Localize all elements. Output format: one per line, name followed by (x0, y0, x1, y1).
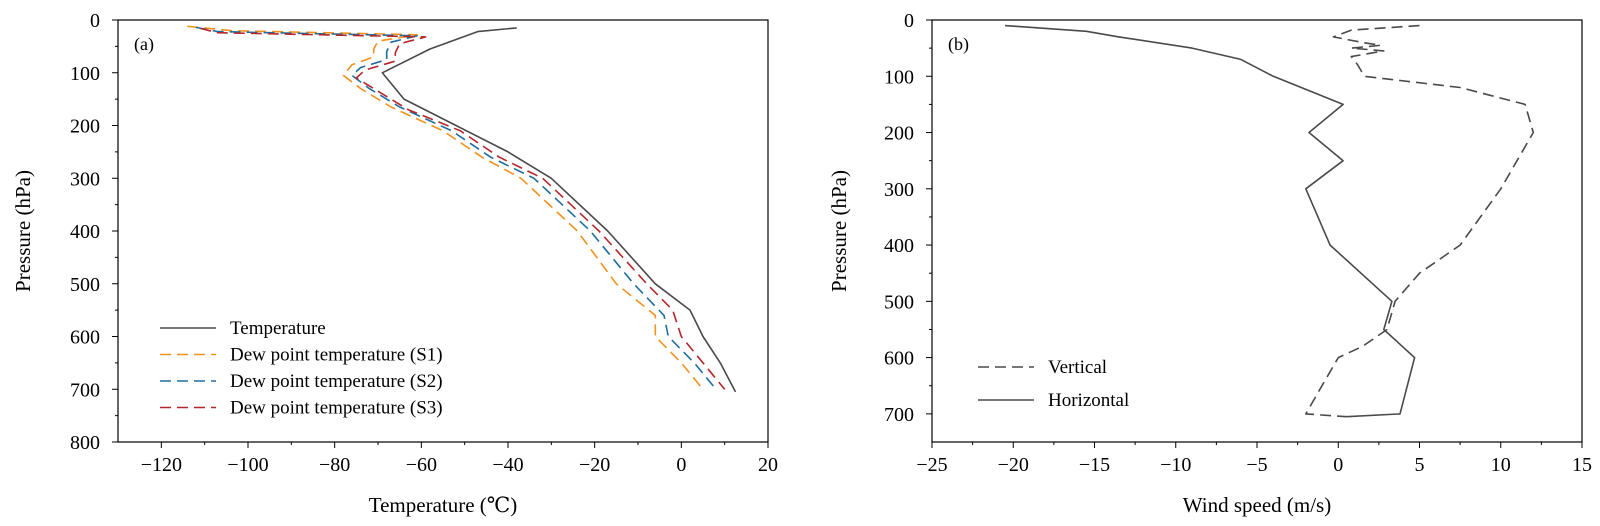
panel-b-legend: Vertical Horizontal (978, 357, 1129, 411)
panel-b-y-ticks: 0 100 200 300 400 500 600 700 (884, 10, 932, 426)
panel-a-x-tick-label: 0 (676, 454, 686, 476)
panel-a-legend-label: Dew point temperature (S1) (230, 345, 443, 366)
panel-b-y-tick-label: 500 (884, 291, 914, 313)
panel-b-x-tick-label: −10 (1160, 454, 1191, 476)
panel-a-series-line-3 (195, 26, 717, 390)
panel-a-y-ticks: 0 100 200 300 400 500 600 700 800 (70, 10, 118, 454)
panel-b-series-line-1 (1305, 24, 1535, 418)
panel-a-plot-frame (117, 19, 769, 443)
panel-b-y-tick-label: 100 (884, 66, 914, 88)
panel-a-x-tick-label: −40 (492, 454, 523, 476)
panel-a-series-line-2 (187, 25, 704, 390)
panel-b-y-tick-label: 700 (884, 404, 914, 426)
panel-b-x-tick-label: −5 (1246, 454, 1267, 476)
panel-a-x-ticks: −120 −100 −80 −60 −40 −20 0 20 (141, 442, 778, 476)
panel-a-legend-label: Dew point temperature (S3) (230, 398, 443, 419)
panel-b-y-tick-label: 200 (884, 123, 914, 145)
panel-a-x-tick-label: −120 (141, 454, 182, 476)
panel-b-y-tick-label: 300 (884, 179, 914, 201)
panel-b-series (1005, 24, 1535, 418)
panel-a-y-tick-label: 200 (70, 116, 100, 138)
panel-b-y-tick-label: 0 (904, 10, 914, 32)
panel-b-x-tick-label: 5 (1415, 454, 1425, 476)
panel-b-legend-label: Horizontal (1048, 390, 1129, 411)
panel-b-label: (b) (948, 34, 969, 55)
panel-b-y-tick-label: 400 (884, 235, 914, 257)
panel-a-label: (a) (134, 34, 154, 55)
panel-a-x-tick-label: −80 (319, 454, 350, 476)
panel-b-x-tick-label: 15 (1572, 454, 1592, 476)
panel-b-x-tick-label: −25 (916, 454, 947, 476)
panel-a-legend-label: Dew point temperature (S2) (230, 371, 443, 392)
panel-b-wind-profile: (b) Wind speed (m/s) Pressure (hPa) −25−… (827, 10, 1592, 517)
panel-a-series (187, 25, 737, 393)
panel-a-x-tick-label: −60 (406, 454, 437, 476)
panel-a-y-tick-label: 600 (70, 327, 100, 349)
panel-a-y-tick-label: 0 (90, 10, 100, 32)
panel-a-y-axis-label: Pressure (hPa) (11, 170, 35, 292)
panel-a-y-tick-label: 100 (70, 63, 100, 85)
panel-a-x-tick-label: −100 (227, 454, 268, 476)
panel-b-x-tick-label: −15 (1079, 454, 1110, 476)
panel-a-series-line-1 (381, 27, 737, 393)
panel-a-x-axis-label: Temperature (℃) (369, 493, 518, 517)
panel-a-y-tick-label: 300 (70, 168, 100, 190)
panel-a-y-tick-label: 800 (70, 432, 100, 454)
panel-b-legend-label: Vertical (1048, 357, 1107, 378)
panel-a-y-tick-label: 500 (70, 274, 100, 296)
panel-b-y-axis-label: Pressure (hPa) (827, 170, 851, 292)
panel-b-x-tick-label: −20 (998, 454, 1029, 476)
panel-a-legend-label: Temperature (230, 318, 326, 339)
panel-a-y-tick-label: 700 (70, 379, 100, 401)
panel-a-x-tick-label: 20 (758, 454, 778, 476)
panel-b-x-tick-label: 0 (1333, 454, 1343, 476)
panel-b-x-ticks: −25 −20 −15 −10 −5 0 5 10 15 (916, 442, 1592, 476)
panel-b-plot-frame (931, 19, 1583, 443)
panel-a-series-line-4 (200, 27, 726, 390)
panel-b-x-axis-label: Wind speed (m/s) (1183, 493, 1331, 517)
panel-a-temperature-profile: (a) Temperature (℃) Pressure (hPa) −120−… (11, 10, 778, 517)
panel-a-legend: Temperature Dew point temperature (S1) Dew… (160, 318, 443, 419)
panel-b-series-line-2 (1005, 24, 1416, 418)
panel-a-x-tick-label: −20 (579, 454, 610, 476)
panel-a-y-tick-label: 400 (70, 221, 100, 243)
panel-b-y-tick-label: 600 (884, 348, 914, 370)
panel-b-x-tick-label: 10 (1491, 454, 1511, 476)
